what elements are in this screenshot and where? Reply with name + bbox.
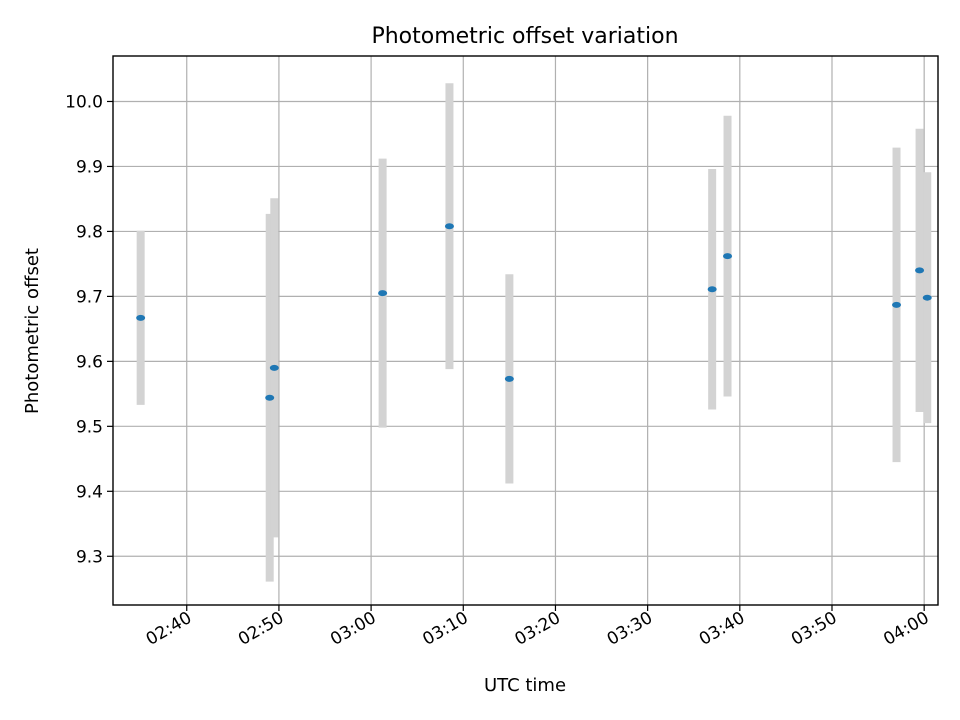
x-tick-label: 03:30	[604, 608, 656, 650]
y-tick-label: 10.0	[65, 92, 103, 112]
error-bars	[136, 83, 932, 582]
x-tick-label: 04:00	[880, 608, 932, 650]
grid	[113, 56, 938, 605]
x-tick-label: 03:20	[512, 608, 564, 650]
data-point	[707, 286, 717, 293]
x-tick-label: 03:40	[696, 608, 748, 650]
y-tick-label: 9.5	[76, 417, 103, 437]
x-tick-label: 03:50	[788, 608, 840, 650]
data-point	[723, 253, 733, 260]
y-tick-label: 9.6	[76, 352, 103, 372]
data-point	[922, 294, 932, 301]
ticks: 02:40 02:50 03:00 03:10 03:20 03:30 03:40 03:50…	[65, 92, 933, 649]
data-point	[892, 301, 902, 308]
data-point	[444, 223, 454, 230]
data-point	[915, 267, 925, 274]
chart-title: Photometric offset variation	[371, 24, 678, 49]
y-tick-label: 9.3	[76, 547, 103, 567]
x-tick-label: 03:10	[419, 608, 471, 650]
data-point	[136, 314, 146, 321]
y-tick-label: 9.7	[76, 287, 103, 307]
data-point	[269, 364, 279, 371]
y-tick-label: 9.8	[76, 222, 103, 242]
y-tick-label: 9.9	[76, 157, 103, 177]
x-tick-label: 02:50	[235, 608, 287, 650]
x-tick-label: 02:40	[143, 608, 195, 650]
data-point	[265, 394, 275, 401]
data-points	[136, 223, 932, 401]
x-tick-label: 03:00	[327, 608, 379, 650]
y-tick-label: 9.4	[76, 482, 103, 502]
y-axis-label: Photometric offset	[22, 248, 43, 414]
data-point	[378, 290, 388, 297]
plot-frame	[112, 55, 939, 606]
data-point	[504, 375, 514, 382]
x-axis-label: UTC time	[484, 675, 566, 696]
